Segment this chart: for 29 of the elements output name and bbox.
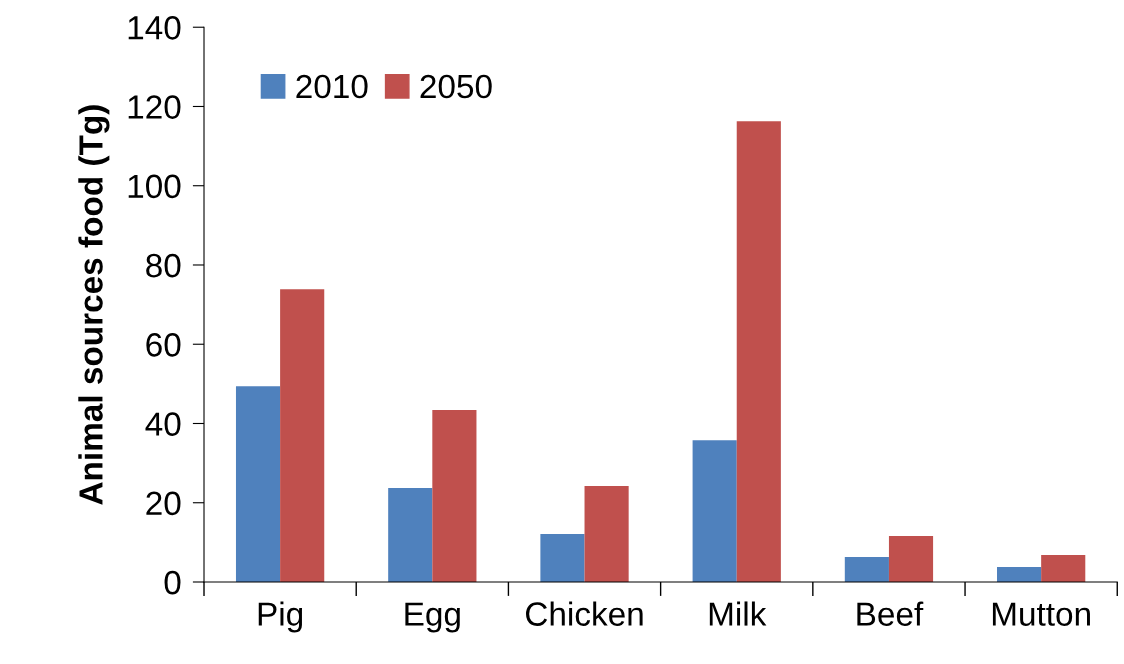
y-tick-label: 20 — [146, 491, 181, 516]
y-tick-label: 40 — [145, 412, 181, 436]
y-tick-label: 100 — [128, 174, 181, 199]
y-tick-label: 60 — [146, 333, 181, 357]
bar — [844, 557, 889, 582]
y-tick-label: 140 — [128, 16, 181, 40]
bar — [584, 486, 629, 582]
x-tick-label: Beef — [857, 601, 924, 626]
bar — [235, 386, 281, 582]
y-tick-label: 0 — [164, 570, 181, 595]
bar — [736, 121, 781, 582]
x-tick-label: Milk — [709, 601, 767, 626]
bar — [888, 536, 934, 582]
y-axis-title: Animal sources food (Tg) — [78, 105, 110, 505]
y-tick-label: 120 — [128, 95, 181, 119]
x-tick-label: Egg — [405, 602, 460, 633]
bar — [540, 534, 585, 582]
bar — [388, 488, 433, 582]
bar — [432, 410, 477, 582]
x-tick-label: Chicken — [526, 601, 643, 626]
bar — [280, 289, 325, 582]
bar — [692, 440, 737, 582]
legend-label: 2050 — [420, 74, 492, 99]
legend-label: 2010 — [296, 74, 368, 99]
bar — [997, 566, 1042, 582]
x-tick-label: Mutton — [992, 602, 1090, 626]
bar — [1041, 555, 1086, 582]
y-tick-label: 80 — [146, 253, 181, 278]
x-tick-label: Pig — [258, 601, 303, 633]
